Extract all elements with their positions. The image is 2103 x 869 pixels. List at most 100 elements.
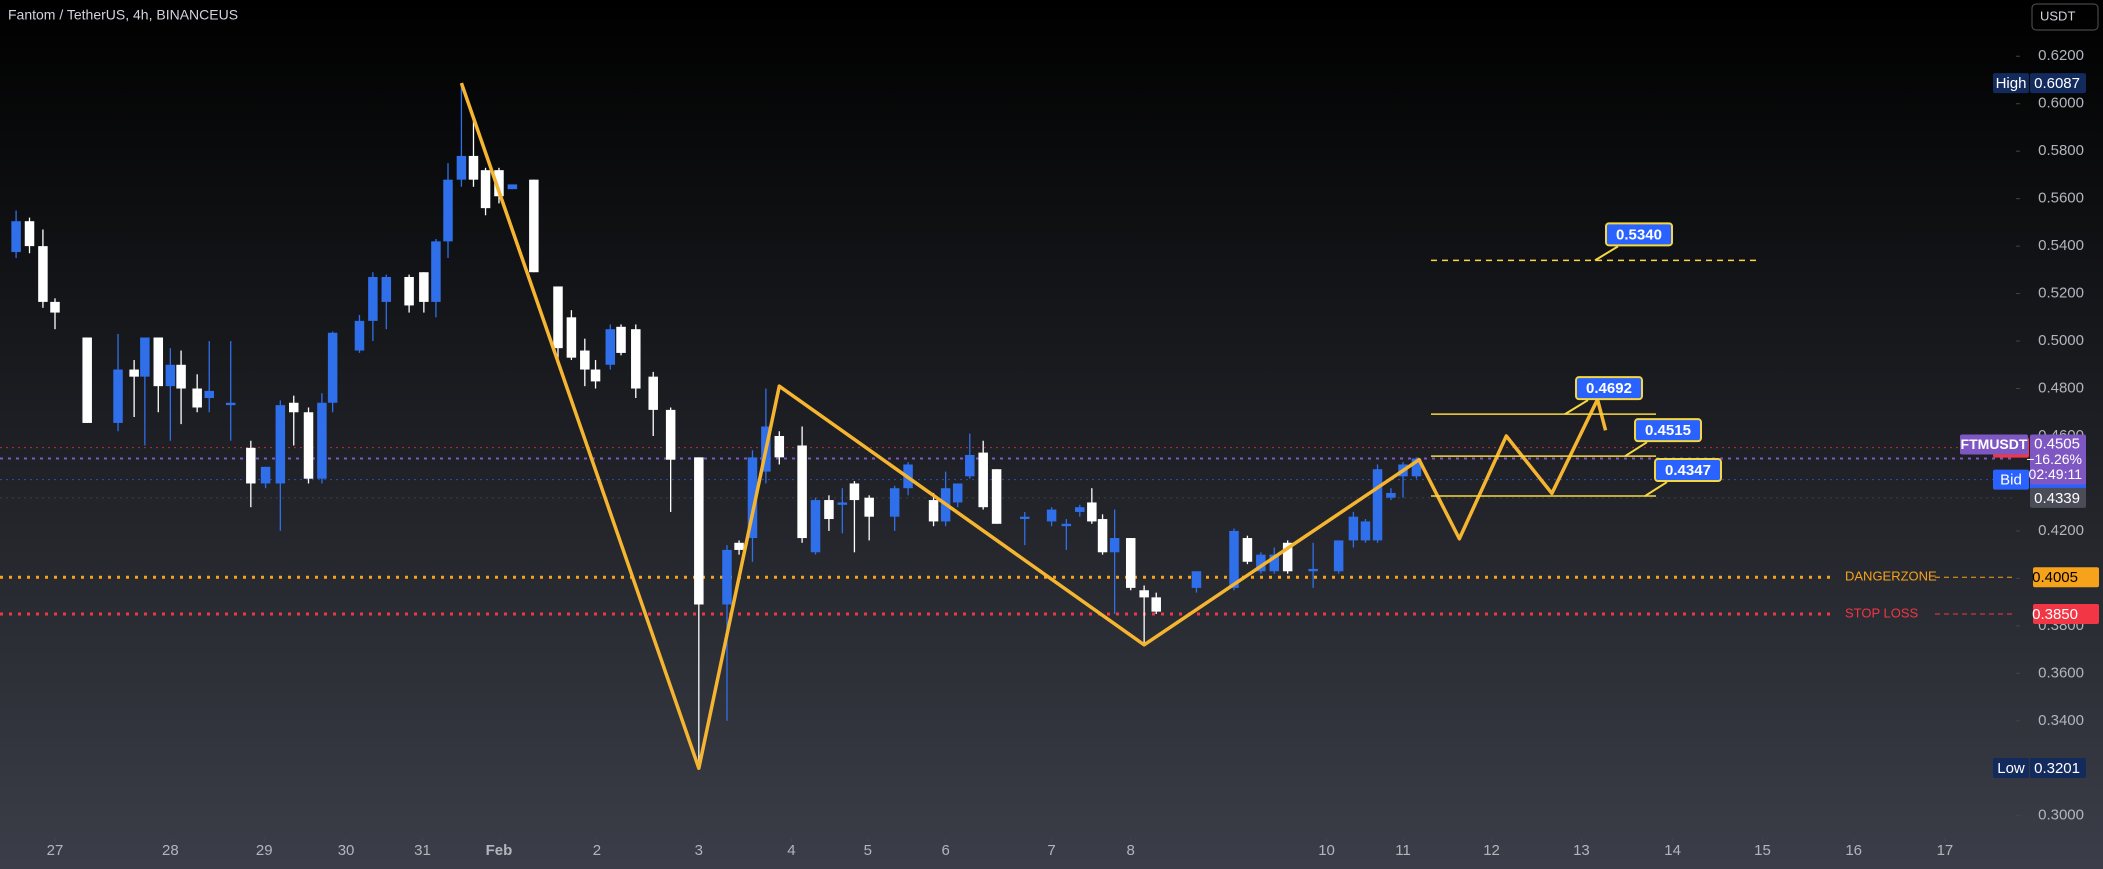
candle-body [1348,516,1359,541]
candle-body [631,329,641,389]
y-tick-label: 0.3600 [2038,664,2084,681]
candle-body [648,376,658,410]
target-pointer [1644,481,1668,497]
candle-body [113,369,123,423]
y-tick-label: 0.5400 [2038,237,2084,254]
candle-body [11,221,21,253]
target-pointer [1624,441,1648,458]
x-tick-label: 16 [1845,842,1862,859]
countdown: 02:49:11 [2029,466,2083,482]
price-tag-box [2030,73,2086,94]
candle-body [734,542,744,550]
candle-body [317,402,327,479]
candle-body [1308,568,1318,572]
candle-body [928,500,939,522]
candle-body [580,350,590,370]
price-tag-name-box [1993,469,2029,490]
last-change: −16.26% [2026,451,2082,467]
currency-button-frame[interactable] [2031,3,2099,31]
y-tick-label: 0.5800 [2038,142,2084,159]
candle-body [747,457,758,539]
y-tick-label: 0.5200 [2038,285,2084,302]
x-tick-label: 5 [864,842,872,859]
target-label: 0.4692 [1586,380,1632,397]
target-box [1634,418,1702,443]
x-tick-label: 6 [941,842,949,859]
candle-body [1333,540,1344,572]
candle-body [419,272,429,302]
candle-body [797,445,807,539]
candle-body [694,457,704,605]
level-tag: 0.4005 [2032,569,2078,586]
candle-body [566,317,577,358]
candle-body [246,447,256,484]
candle-body [480,170,491,209]
x-tick-label: 10 [1318,842,1335,859]
price-tag-value: 0.6087 [2034,75,2080,92]
candle-body [1125,538,1136,588]
candle-body [1097,519,1108,553]
candle-body [204,390,214,399]
candle-body [1360,521,1371,541]
last-price-box [2030,434,2086,485]
candle-body [810,500,821,553]
level-name: DANGERZONE [1845,569,1937,584]
price-tag-value: 0.4339 [2034,490,2080,507]
currency-button[interactable]: USDT [2040,8,2075,23]
candle-body [468,155,479,180]
candle-body [1087,502,1097,522]
candle-body [456,155,467,180]
x-tick-label: 28 [162,842,179,859]
candle-body [404,276,414,306]
x-tick-label: 13 [1573,842,1590,859]
x-tick-label: 27 [47,842,64,859]
candle-body [849,483,860,501]
candle-body [225,402,236,406]
candle-body [590,369,601,382]
candle-body [260,466,271,484]
candle-body [50,301,60,313]
price-tag-name-box [1993,758,2029,779]
target-label: 0.4347 [1665,462,1711,479]
candle-body [507,184,518,190]
candle-body [722,549,732,605]
y-tick-label: 0.3000 [2038,807,2084,824]
candle-body [1191,571,1202,588]
last-price: 0.4505 [2034,436,2080,453]
y-tick-label: 0.5000 [2038,332,2084,349]
candle-body [140,337,150,377]
level-tag: 0.3850 [2032,606,2078,623]
x-tick-label: 15 [1754,842,1771,859]
price-tag-name: High [1996,75,2027,92]
target-box [1654,458,1722,483]
candle-body [1242,538,1253,562]
x-tick-label: 7 [1047,842,1055,859]
candle-body [991,469,1002,524]
candle-body [665,409,676,460]
level-tag-box [2033,603,2099,624]
candle-body [1269,554,1280,572]
candle-body [1229,530,1239,588]
y-tick-label: 0.4200 [2038,522,2084,539]
candle-body [864,497,874,517]
candle-body [192,388,202,408]
candle-body [889,488,900,517]
price-tag-box [2030,487,2086,508]
candle-body [1256,554,1266,572]
candle-body [368,276,378,321]
x-tick-label: 29 [256,842,273,859]
x-tick-label: 17 [1937,842,1954,859]
candle-body [1282,542,1293,572]
target-label: 0.5340 [1616,226,1662,243]
symbol-title: Fantom / TetherUS, 4h, BINANCEUS [8,7,238,23]
candle-body [288,402,299,413]
symbol-tag: FTMUSDT [1961,436,2028,452]
candle-body [529,179,539,273]
candle-body [1075,507,1085,512]
x-tick-label: 11 [1395,842,1411,859]
x-tick-label: 30 [338,842,355,859]
candle-body [1372,469,1383,541]
candle-body [153,337,164,387]
